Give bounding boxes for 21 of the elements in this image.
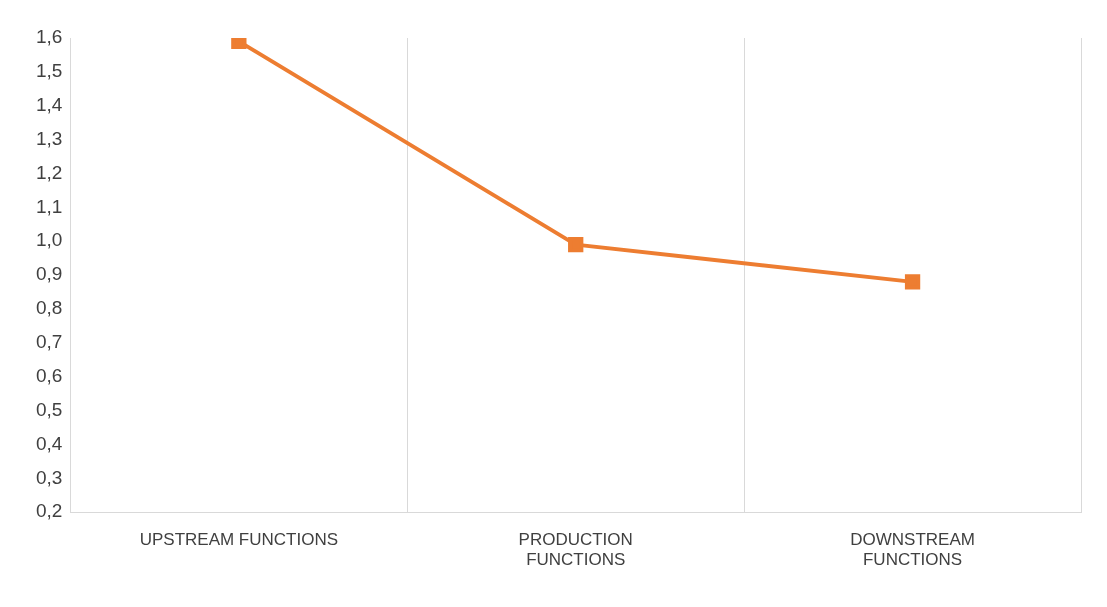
point (568, 236, 584, 253)
point (904, 274, 921, 290)
y-tick-label: 0,9 (35, 263, 63, 285)
y-tick-label: 1,4 (35, 93, 63, 115)
y-tick-label: 0,8 (35, 297, 63, 319)
y-tick-label: 0,7 (35, 331, 63, 353)
y-tick-label: 1,5 (35, 60, 63, 82)
x-tick-label: DOWNSTREAM FUNCTIONS (850, 530, 975, 570)
x-tick-label: UPSTREAM FUNCTIONS (139, 530, 339, 550)
y-tick-label: 0,6 (35, 364, 63, 386)
x-tick-label: PRODUCTION FUNCTIONS (518, 530, 633, 570)
y-tick-label: 0,2 (35, 500, 63, 522)
y-tick-label: 1,0 (35, 229, 63, 251)
y-tick-label: 1,3 (35, 127, 63, 149)
point (231, 38, 247, 50)
y-tick-label: 1,6 (35, 26, 63, 48)
y-tick-label: 0,4 (35, 432, 63, 454)
y-tick-label: 1,2 (35, 161, 63, 183)
y-tick-label: 0,3 (35, 466, 63, 488)
y-tick-label: 1,1 (35, 195, 63, 217)
y-tick-label: 0,5 (35, 398, 63, 420)
